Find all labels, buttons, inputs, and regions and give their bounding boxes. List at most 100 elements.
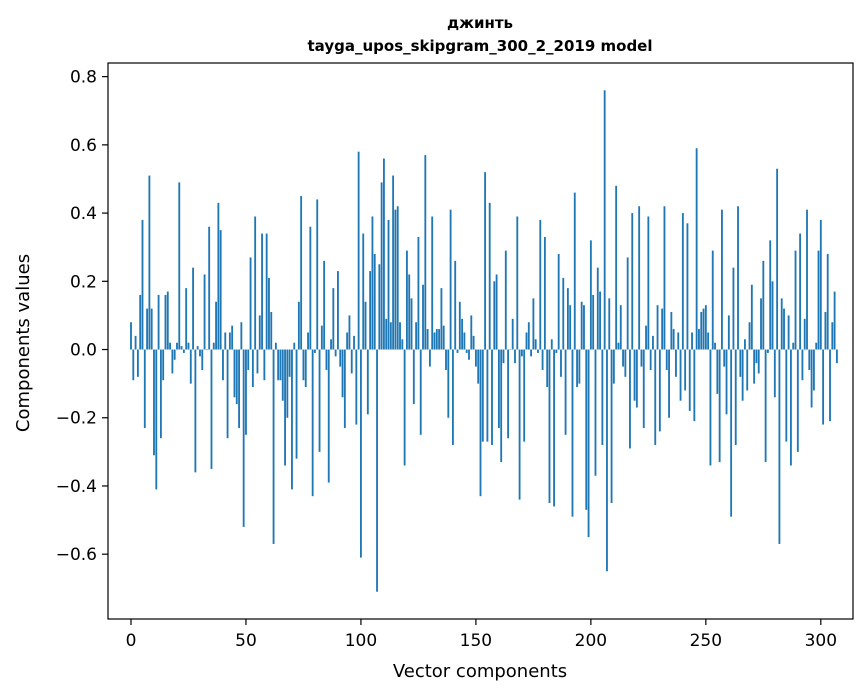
bar <box>592 294 595 350</box>
bar <box>454 260 457 350</box>
bar <box>787 315 790 350</box>
bar <box>281 349 284 401</box>
bar <box>472 335 475 350</box>
bar <box>514 349 516 364</box>
bar <box>780 298 783 350</box>
bar <box>750 284 753 350</box>
bar <box>247 349 250 370</box>
bar <box>316 199 319 350</box>
bar <box>433 332 436 350</box>
bar <box>219 230 222 350</box>
x-tick-label: 250 <box>690 631 722 651</box>
bar <box>314 349 316 353</box>
bar <box>318 349 321 452</box>
bar <box>442 325 445 350</box>
bar <box>210 349 213 469</box>
bar <box>343 349 346 428</box>
bar <box>389 322 392 350</box>
bar <box>603 90 606 350</box>
bar <box>130 322 132 350</box>
bar <box>438 329 441 350</box>
bar <box>470 315 473 350</box>
bar <box>817 250 820 350</box>
bar <box>658 349 661 432</box>
bar <box>700 312 703 350</box>
bar <box>730 349 733 517</box>
bar <box>589 240 592 350</box>
bar <box>325 349 328 370</box>
bar <box>583 305 585 350</box>
bar <box>564 349 567 435</box>
bar <box>334 349 337 357</box>
bar <box>493 281 496 350</box>
bar <box>546 349 549 388</box>
bar <box>451 349 454 446</box>
bar <box>353 335 355 350</box>
bar <box>822 349 825 425</box>
bar <box>251 349 254 388</box>
bar <box>624 349 627 377</box>
bar <box>785 349 788 442</box>
bar <box>661 308 664 350</box>
bar <box>350 349 353 374</box>
bar <box>783 308 785 350</box>
x-tick-label: 150 <box>460 631 492 651</box>
bar <box>254 216 257 350</box>
bar <box>815 342 818 350</box>
bar <box>778 349 781 544</box>
bar <box>557 254 560 350</box>
bar <box>362 233 365 350</box>
bar <box>371 216 374 350</box>
bar <box>330 339 332 350</box>
bar <box>753 349 756 384</box>
bar <box>507 349 510 439</box>
bar <box>642 349 645 428</box>
bar <box>518 349 521 500</box>
bar <box>672 329 675 350</box>
bar <box>424 155 427 350</box>
bar <box>189 349 192 384</box>
bar <box>488 202 491 350</box>
bar <box>412 349 415 405</box>
bar <box>192 267 194 350</box>
bar <box>157 294 160 350</box>
bar <box>769 240 772 350</box>
bar <box>196 346 199 350</box>
bar <box>645 325 647 350</box>
chart-title: джинть <box>447 14 513 32</box>
bar <box>520 349 523 357</box>
bar <box>166 291 169 350</box>
bar <box>504 250 507 350</box>
bar <box>532 298 535 350</box>
bar <box>599 291 601 350</box>
bar <box>378 264 381 350</box>
bar <box>309 226 312 350</box>
bar <box>663 206 666 350</box>
y-tick-label: −0.2 <box>56 409 97 429</box>
bar <box>153 349 155 456</box>
bar <box>744 339 746 350</box>
bar <box>245 349 247 435</box>
bar <box>387 219 390 350</box>
bar <box>702 308 705 350</box>
bar <box>320 325 323 350</box>
y-tick-label: 0.2 <box>70 272 97 292</box>
bar <box>695 148 698 350</box>
bar <box>746 349 749 391</box>
bar <box>360 349 362 558</box>
bar <box>357 151 360 350</box>
bar <box>300 196 303 350</box>
bar <box>829 349 831 422</box>
bar <box>272 349 275 544</box>
bar <box>725 349 728 415</box>
bar <box>755 349 758 364</box>
bar <box>242 349 245 527</box>
bar <box>771 281 774 350</box>
bar <box>497 349 500 428</box>
bar <box>369 271 372 350</box>
bar <box>622 349 624 367</box>
bar <box>619 305 622 350</box>
bar <box>656 305 659 350</box>
bar <box>203 274 206 350</box>
bar <box>307 332 309 350</box>
